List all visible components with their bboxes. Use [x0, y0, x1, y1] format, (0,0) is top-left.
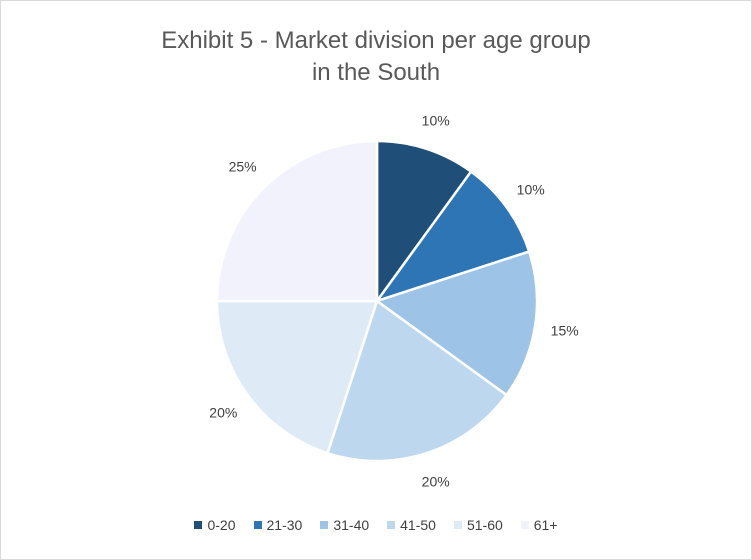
legend-label: 61+: [533, 517, 558, 533]
pie-slice-51-60: [215, 299, 379, 455]
legend: 0-20 21-30 31-40 41-50 51-60 61+: [1, 517, 751, 533]
legend-swatch: [253, 521, 262, 529]
chart-title-line-2: in the South: [311, 59, 441, 86]
legend-item-51-60: 51-60: [453, 517, 503, 533]
data-label-51-60: 20%: [209, 405, 237, 421]
data-label-21-30: 10%: [517, 181, 545, 197]
pie-slice-0-20: [375, 139, 473, 303]
pie-slice-41-50: [326, 299, 508, 463]
legend-label: 31-40: [333, 517, 370, 533]
pie-slice-21-30: [375, 170, 531, 303]
legend-swatch: [320, 521, 329, 529]
data-label-31-40: 15%: [551, 323, 579, 339]
legend-swatch: [453, 521, 462, 529]
data-label-61+: 25%: [229, 159, 257, 175]
legend-item-41-50: 41-50: [387, 517, 436, 533]
data-label-0-20: 10%: [422, 112, 450, 128]
legend-swatch: [387, 521, 396, 529]
legend-label: 51-60: [466, 517, 503, 533]
legend-item-31-40: 31-40: [320, 517, 369, 533]
legend-item-0-20: 0-20: [194, 517, 236, 533]
legend-swatch: [194, 521, 203, 529]
legend-label: 0-20: [207, 517, 236, 533]
legend-item-61+: 61+: [520, 517, 558, 533]
legend-label: 21-30: [266, 517, 303, 533]
chart-title: Exhibit 5 - Market division per age grou…: [1, 25, 751, 89]
pie-slice-31-40: [375, 250, 539, 397]
legend-swatch: [520, 521, 529, 529]
data-label-41-50: 20%: [422, 474, 450, 490]
chart-title-line-1: Exhibit 5 - Market division per age grou…: [161, 27, 591, 54]
pie-slice-61+: [215, 139, 379, 303]
legend-item-21-30: 21-30: [253, 517, 303, 533]
legend-label: 41-50: [400, 517, 436, 533]
